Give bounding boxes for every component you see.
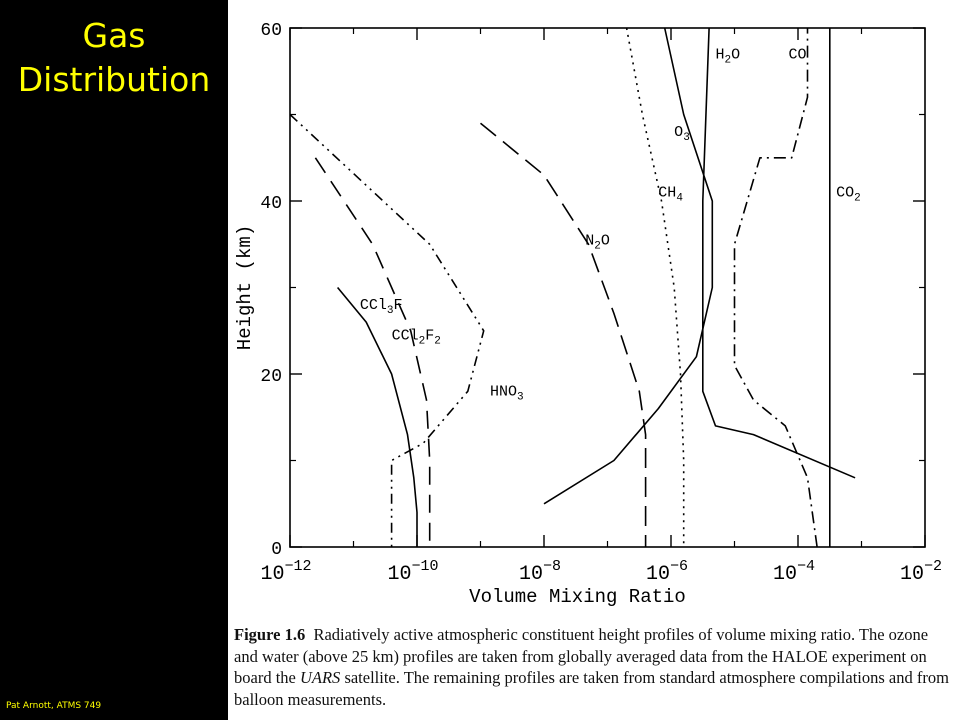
x-tick-label: 10−12 <box>260 558 311 586</box>
slide-left-panel: Gas Distribution Pat Arnott, ATMS 749 <box>0 0 228 720</box>
series-label-h2o: H2O <box>715 46 740 66</box>
figure-panel: 10−12 10−10 10−8 10−6 10−4 10−2 0 20 40 60 Volume … <box>228 0 960 720</box>
x-tick-label: 10−10 <box>387 558 438 586</box>
figure-caption: Figure 1.6 Radiatively active atmospheri… <box>234 624 956 710</box>
series-label-o3: O3 <box>674 124 690 144</box>
series-line-ccl2f2 <box>314 157 431 547</box>
x-tick-label: 10−4 <box>773 558 815 586</box>
series-line-h2o <box>702 27 856 479</box>
x-axis-label: Volume Mixing Ratio <box>469 586 686 608</box>
series-line-hno3 <box>289 113 485 547</box>
caption-text-part1: Radiatively active atmospheric constitue… <box>234 625 929 687</box>
slide-title-line2: Distribution <box>17 60 211 99</box>
series-line-ccl3f <box>336 286 418 547</box>
x-tick-label: 10−6 <box>646 558 688 586</box>
y-tick-label: 0 <box>271 540 282 560</box>
series-line-ch4 <box>625 27 685 547</box>
series-line-o3 <box>543 27 714 505</box>
series-label-ch4: CH4 <box>658 185 683 205</box>
series-line-co <box>733 28 818 548</box>
caption-text-part2: satellite. The remaining profiles are ta… <box>234 668 949 709</box>
series-label-n2o: N2O <box>585 232 610 252</box>
x-tick-label: 10−2 <box>900 558 942 586</box>
slide-title-line1: Gas <box>82 16 146 55</box>
y-tick-label: 60 <box>260 21 282 41</box>
series-label-co2: CO2 <box>836 185 861 205</box>
slide-title: Gas Distribution <box>0 14 228 102</box>
caption-satellite-name: UARS <box>299 668 341 687</box>
y-tick-label: 40 <box>260 194 282 214</box>
x-tick-label: 10−8 <box>519 558 561 586</box>
series-line-n2o <box>479 122 647 547</box>
series-label-ccl2f2: CCl2F2 <box>392 327 441 347</box>
mixing-ratio-chart: 10−12 10−10 10−8 10−6 10−4 10−2 0 20 40 60 Volume … <box>234 21 942 608</box>
series-label-ccl3f: CCl3F <box>360 297 403 317</box>
footer-credit: Pat Arnott, ATMS 749 <box>6 701 102 711</box>
y-tick-label: 20 <box>260 367 282 387</box>
y-axis-label: Height (km) <box>234 225 256 350</box>
series-label-co: CO <box>788 46 806 63</box>
caption-figure-label: Figure 1.6 <box>234 625 306 644</box>
series-label-hno3: HNO3 <box>490 384 524 404</box>
